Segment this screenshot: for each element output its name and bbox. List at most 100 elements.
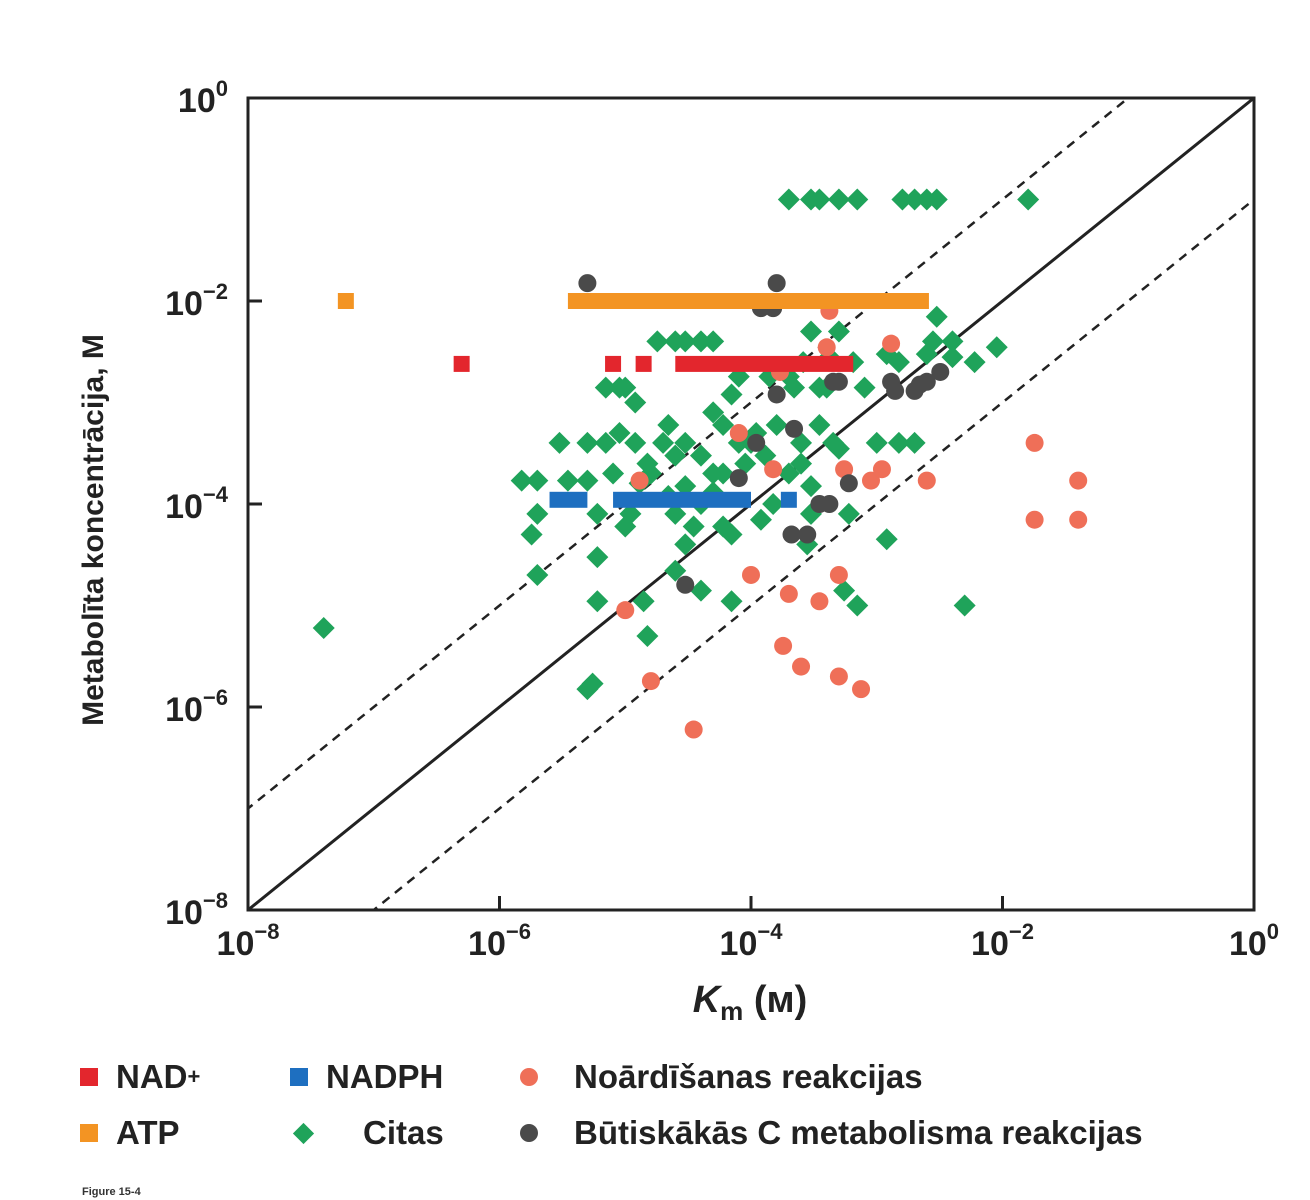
data-point	[729, 424, 748, 443]
range-bar	[549, 491, 588, 508]
data-point	[1025, 510, 1044, 529]
x-tick-label: 10−4	[720, 919, 784, 963]
data-point	[827, 188, 850, 211]
legend-label: NAD	[116, 1058, 188, 1095]
legend-label: Noārdīšanas reakcijas	[574, 1058, 923, 1095]
series-no-rd-anas-reakcijas	[616, 301, 1088, 739]
y-tick-label: 10−8	[165, 888, 228, 932]
data-point	[925, 188, 948, 211]
data-point	[578, 274, 597, 293]
data-point	[581, 672, 604, 695]
data-point	[635, 355, 652, 372]
data-point	[624, 391, 647, 414]
data-point	[657, 414, 680, 437]
data-point	[941, 330, 964, 353]
data-point	[810, 592, 829, 611]
legend-item-nadph: NADPH	[290, 1058, 443, 1096]
data-point	[798, 525, 817, 544]
data-point	[799, 320, 822, 343]
data-point	[576, 431, 599, 454]
data-point	[312, 617, 335, 640]
data-point	[777, 188, 800, 211]
data-point	[1069, 510, 1088, 529]
y-tick-label: 10−2	[165, 279, 228, 323]
data-point	[646, 330, 669, 353]
square-marker-icon	[290, 1068, 308, 1086]
data-point	[1069, 471, 1088, 490]
legend-item-b-tisk-k-s-c-metabolisma-reakcijas: Būtiskākās C metabolisma reakcijas	[520, 1114, 1143, 1152]
data-point	[887, 431, 910, 454]
x-tick-label: 10−8	[217, 919, 280, 963]
data-point	[586, 590, 609, 613]
data-point	[664, 502, 687, 525]
data-point	[872, 460, 891, 479]
data-point	[510, 469, 533, 492]
reference-line-upper	[248, 98, 1131, 811]
data-point	[865, 431, 888, 454]
legend-label: ATP	[116, 1114, 180, 1151]
series-nad	[453, 355, 854, 372]
data-point	[762, 493, 785, 515]
data-point	[852, 680, 871, 699]
data-point	[785, 419, 804, 438]
data-point	[833, 579, 856, 602]
data-point	[641, 672, 660, 691]
data-point	[931, 362, 950, 381]
legend-label: Citas	[363, 1114, 444, 1151]
range-bar	[675, 355, 854, 372]
data-point	[817, 338, 836, 357]
scatter-chart: 10−8 10−6 10−4 10−2 100 100 10−2 10−4 10−6 10−8 K…	[77, 76, 1279, 1026]
data-point	[1017, 188, 1040, 211]
x-axis-title: Km (м)	[693, 979, 808, 1026]
data-point	[827, 320, 850, 343]
data-point	[652, 431, 675, 454]
data-point	[586, 546, 609, 569]
data-point	[837, 502, 860, 525]
data-point	[664, 559, 687, 582]
data-point	[548, 431, 571, 454]
data-point	[808, 188, 831, 211]
data-point	[917, 471, 936, 490]
data-point	[720, 590, 743, 613]
data-point	[790, 452, 813, 475]
reference-lines	[248, 98, 1254, 910]
data-point	[891, 188, 914, 211]
data-point	[526, 563, 549, 586]
data-point	[729, 469, 748, 488]
data-point	[664, 444, 687, 467]
data-point	[594, 431, 617, 454]
reference-line-lower	[371, 197, 1254, 910]
data-point	[614, 515, 637, 538]
data-point	[963, 351, 986, 374]
range-bar	[613, 491, 751, 508]
data-point	[829, 667, 848, 686]
square-marker-icon	[80, 1124, 98, 1142]
data-point	[689, 579, 712, 602]
data-point	[689, 330, 712, 353]
data-point	[749, 508, 772, 531]
data-point	[941, 346, 964, 369]
data-point	[861, 471, 880, 490]
legend-item-nad-plus: NAD +	[80, 1058, 200, 1096]
chart-legend: NAD + NADPH Noārdīšanas reakcijas ATP Citas Bū…	[80, 1058, 1280, 1178]
data-point	[682, 515, 705, 538]
series-b-tisk-k-s-c-metabolisma-reakcijas	[578, 274, 950, 594]
data-point	[886, 381, 905, 400]
data-point	[777, 462, 800, 485]
x-tick-label: 10−6	[468, 919, 531, 963]
data-point	[720, 383, 743, 406]
legend-label: NADPH	[326, 1058, 444, 1095]
data-point	[780, 491, 797, 508]
data-point	[453, 355, 470, 372]
data-point	[887, 351, 910, 374]
legend-item-no-rd-anas-reakcijas: Noārdīšanas reakcijas	[520, 1058, 923, 1096]
x-tick-label: 10−2	[971, 919, 1034, 963]
data-point	[674, 533, 697, 556]
data-point	[576, 469, 599, 492]
data-point	[556, 469, 579, 492]
data-point	[520, 523, 543, 546]
series-atp	[337, 293, 929, 309]
y-axis-title: Metabolīta koncentrācija, M	[77, 334, 110, 726]
data-point	[953, 594, 976, 617]
data-point	[799, 475, 822, 498]
